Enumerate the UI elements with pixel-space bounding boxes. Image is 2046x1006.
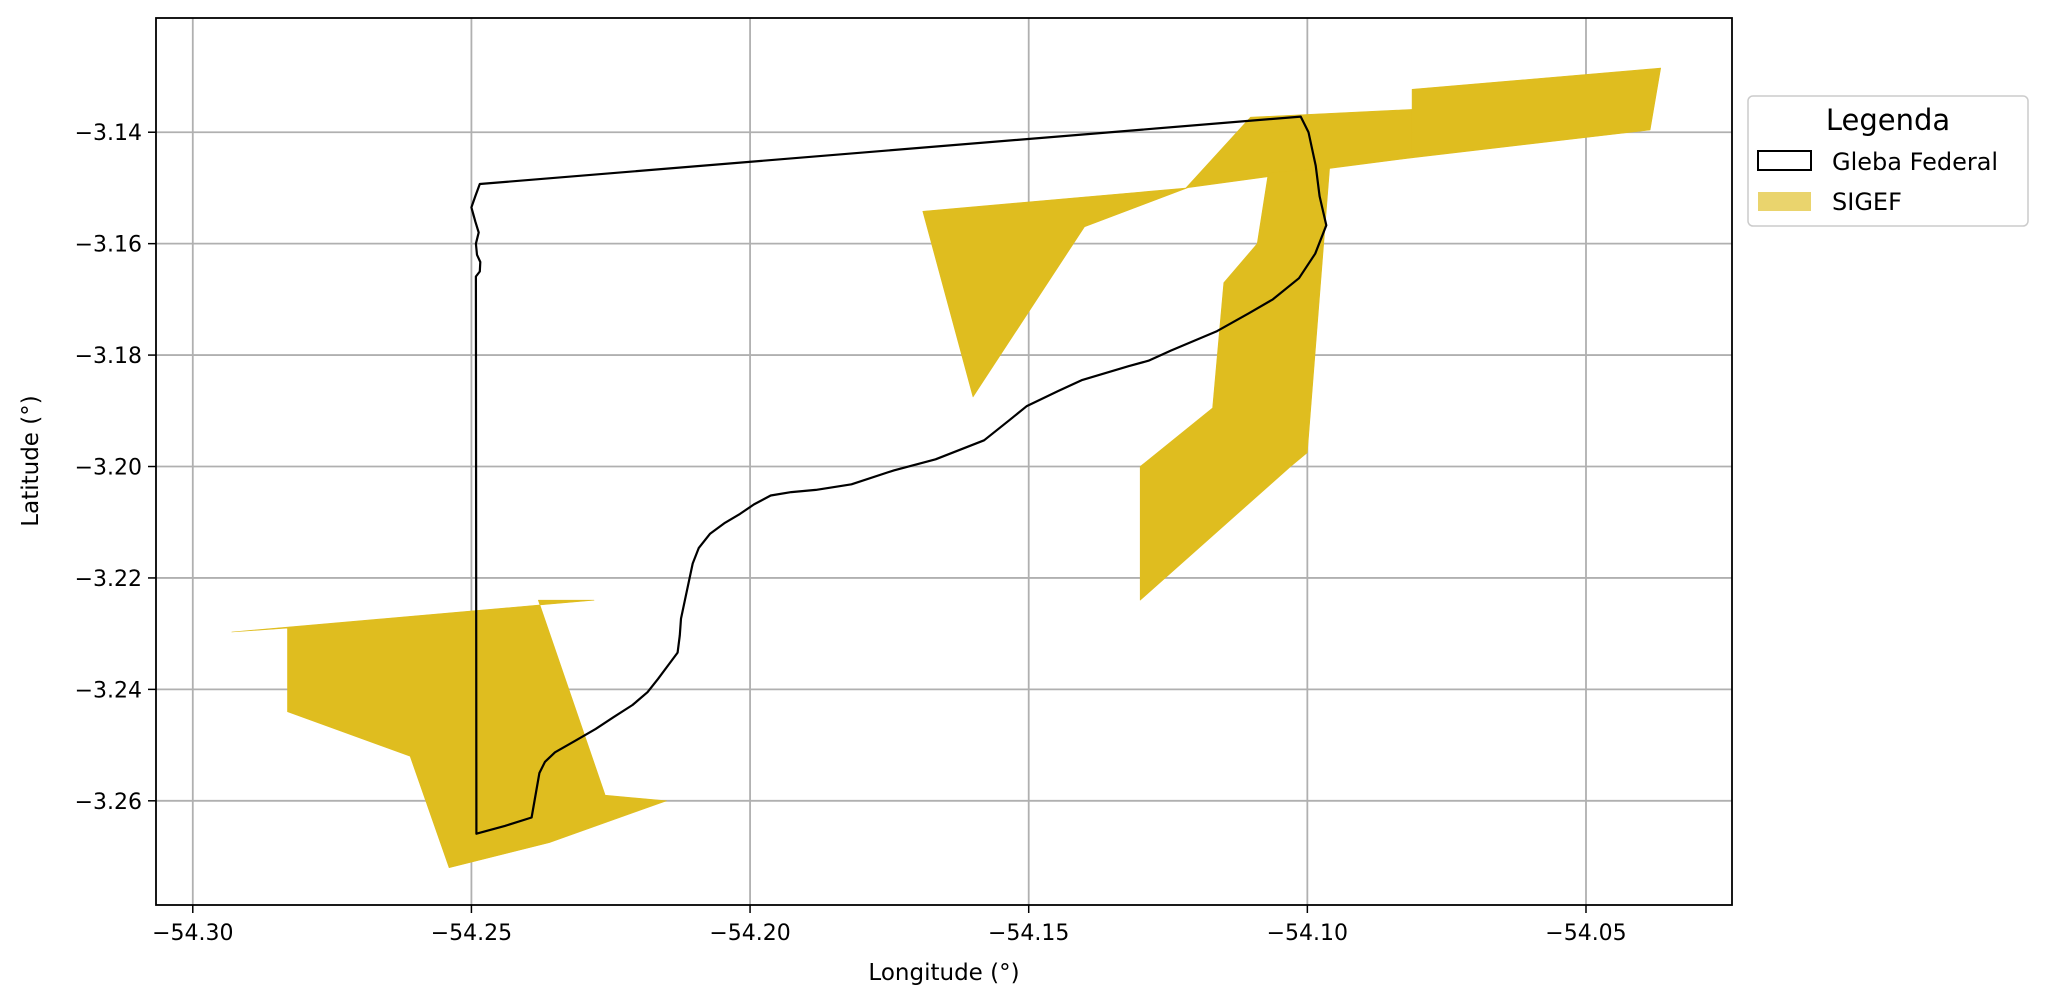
x-tick-label: −54.10 — [1267, 921, 1348, 946]
x-tick-label: −54.30 — [152, 921, 233, 946]
x-tick-label: −54.20 — [709, 921, 790, 946]
map-data — [231, 67, 1661, 869]
y-tick-label: −3.26 — [75, 790, 142, 815]
legend: Legenda Gleba Federal SIGEF — [1747, 95, 2029, 227]
legend-label-gleba: Gleba Federal — [1832, 148, 1998, 176]
y-tick-label: −3.18 — [75, 344, 142, 369]
axis-ticks: −54.30 −54.25 −54.20 −54.15 −54.10 −54.05 −3.1… — [75, 121, 1627, 946]
x-tick-label: −54.25 — [431, 921, 512, 946]
x-tick-label: −54.05 — [1545, 921, 1626, 946]
legend-frame — [1747, 95, 2029, 227]
sigef-parcel — [231, 599, 667, 869]
legend-swatch-gleba — [1757, 150, 1812, 171]
x-axis-title: Longitude (°) — [868, 960, 1019, 986]
sigef-parcel — [1139, 168, 1330, 601]
y-axis-title: Latitude (°) — [18, 395, 44, 526]
legend-title: Legenda — [1826, 103, 1950, 137]
y-tick-label: −3.24 — [75, 678, 142, 703]
y-tick-label: −3.22 — [75, 567, 142, 592]
legend-label-sigef: SIGEF — [1832, 188, 1902, 216]
legend-swatch-sigef — [1758, 192, 1811, 211]
y-tick-label: −3.20 — [75, 456, 142, 481]
gleba-federal-outline — [470, 115, 1328, 835]
y-tick-label: −3.14 — [75, 121, 142, 146]
sigef-parcel — [922, 187, 1188, 398]
x-tick-label: −54.15 — [988, 921, 1069, 946]
y-tick-label: −3.16 — [75, 233, 142, 258]
plot-frame — [155, 17, 1733, 906]
